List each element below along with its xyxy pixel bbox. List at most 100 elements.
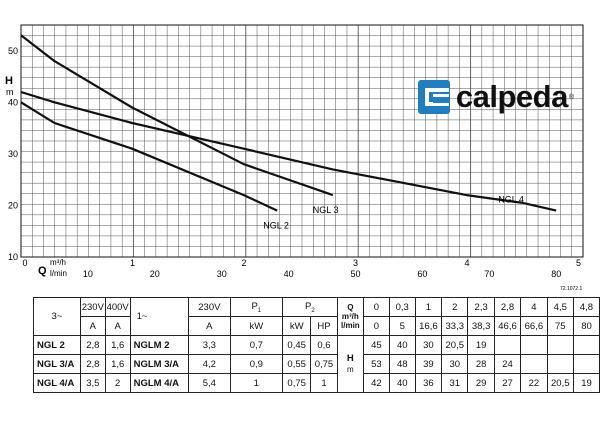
- model-3ph: NGL 4/A: [33, 373, 81, 393]
- head-value: 40: [388, 373, 416, 393]
- p2-hp: 0,6: [310, 335, 338, 355]
- brand-registered: ®: [568, 93, 574, 101]
- q-lmin-7: 75: [546, 316, 574, 336]
- amps-230: 3,5: [79, 373, 106, 393]
- p1-kw: 0,7: [229, 335, 284, 355]
- head-value: [493, 335, 522, 355]
- chart-curves: [20, 27, 557, 212]
- model-1ph: NGLM 4/A: [129, 373, 190, 393]
- y-tick-label: 20: [8, 200, 18, 210]
- header-230v: 230V: [79, 297, 106, 317]
- chart-grid: [20, 24, 584, 258]
- x-tick-lmin: 80: [551, 269, 561, 279]
- head-value: 30: [414, 335, 443, 355]
- head-value: 42: [363, 373, 390, 393]
- head-value: 20,5: [546, 373, 574, 393]
- head-value: 48: [388, 354, 416, 374]
- header-230v-single: 230V: [188, 297, 231, 317]
- y-tick-label: 50: [8, 46, 18, 56]
- q-m3h-2: 1: [414, 297, 443, 317]
- q-lmin-4: 38,3: [467, 316, 495, 336]
- head-value: 31: [441, 373, 469, 393]
- head-value: 29: [467, 373, 495, 393]
- calpeda-logo: calpeda ®: [418, 76, 574, 118]
- q-lmin-3: 33,3: [441, 316, 469, 336]
- q-m3h-3: 2: [441, 297, 469, 317]
- head-value: [572, 335, 600, 355]
- chart-labels: NGL 2 NGL 3 NGL 4: [263, 195, 524, 231]
- header-p2: P2: [282, 297, 338, 317]
- chart-code: 72.1072.1: [560, 286, 582, 292]
- table-row: NGL 4/A 3,5 2 NGLM 4/A 5,4 1 0,75 1 42 40 36 31 29 27…: [33, 373, 600, 393]
- head-value: 40: [388, 335, 416, 355]
- table-row: NGL 3/A 2,8 1,6 NGLM 3/A 4,2 0,9 0,55 0,75 53 48 3…: [33, 354, 600, 374]
- q-m3h-7: 4,5: [546, 297, 574, 317]
- p1-kw: 1: [229, 373, 284, 393]
- x-tick-m3h: 3: [353, 258, 358, 268]
- x-tick-lmin: 50: [351, 269, 361, 279]
- p2-hp: 1: [310, 373, 338, 393]
- head-value: [546, 354, 574, 374]
- head-value: [572, 354, 600, 374]
- q-lmin-6: 66,6: [520, 316, 548, 336]
- q-lmin-0: 0: [363, 316, 390, 336]
- amps-single: 4,2: [188, 354, 231, 374]
- head-value: 22: [520, 373, 548, 393]
- q-m3h-6: 4: [520, 297, 548, 317]
- model-1ph: NGLM 3/A: [129, 354, 190, 374]
- head-value: 28: [467, 354, 495, 374]
- unit-a-single: A: [188, 316, 231, 336]
- amps-400: 2: [104, 373, 131, 393]
- q-lmin-2: 16,6: [414, 316, 443, 336]
- unit-kw-p2: kW: [282, 316, 312, 336]
- head-value: [520, 354, 548, 374]
- curve-ngl-4: [20, 90, 557, 212]
- header-phase3: 3~: [33, 297, 81, 336]
- unit-kw-p1: kW: [229, 316, 284, 336]
- y-axis-unit: m: [6, 87, 14, 97]
- y-axis-title: H: [5, 75, 13, 87]
- x-tick-lmin: 10: [83, 269, 93, 279]
- x-tick-m3h: 2: [242, 258, 247, 268]
- amps-single: 5,4: [188, 373, 231, 393]
- model-3ph: NGL 2: [33, 335, 81, 355]
- head-value: 45: [363, 335, 390, 355]
- header-phase1: 1~: [129, 297, 190, 336]
- amps-400: 1,6: [104, 354, 131, 374]
- unit-hp: HP: [310, 316, 338, 336]
- head-value: 53: [363, 354, 390, 374]
- head-value: 27: [493, 373, 522, 393]
- amps-400: 1,6: [104, 335, 131, 355]
- header-p1: P1: [229, 297, 284, 317]
- amps-230: 2,8: [79, 354, 106, 374]
- head-value: 19: [572, 373, 600, 393]
- p2-hp: 0,75: [310, 354, 338, 374]
- head-value: 30: [441, 354, 469, 374]
- series-label: NGL 2: [263, 221, 289, 231]
- header-400v: 400V: [104, 297, 131, 317]
- unit-a-400: A: [104, 316, 131, 336]
- q-axis-title: Q: [38, 265, 47, 277]
- amps-230: 2,8: [79, 335, 106, 355]
- amps-single: 3,3: [188, 335, 231, 355]
- q-lmin-8: 80: [572, 316, 600, 336]
- x-tick-lmin: 20: [150, 269, 160, 279]
- series-label: NGL 3: [313, 205, 339, 215]
- x-tick-lmin: 70: [484, 269, 494, 279]
- p1-kw: 0,9: [229, 354, 284, 374]
- plot-frame: [20, 24, 584, 258]
- x-tick-m3h: 4: [465, 258, 470, 268]
- y-tick-label: 10: [8, 252, 18, 262]
- head-value: 20,5: [441, 335, 469, 355]
- q-m3h-1: 0,3: [388, 297, 416, 317]
- x-tick-lmin: 30: [217, 269, 227, 279]
- x-tick-lmin: 60: [417, 269, 427, 279]
- x-tick-m3h: 1: [130, 258, 135, 268]
- x-tick-m3h: 0: [22, 258, 27, 268]
- model-1ph: NGLM 2: [129, 335, 190, 355]
